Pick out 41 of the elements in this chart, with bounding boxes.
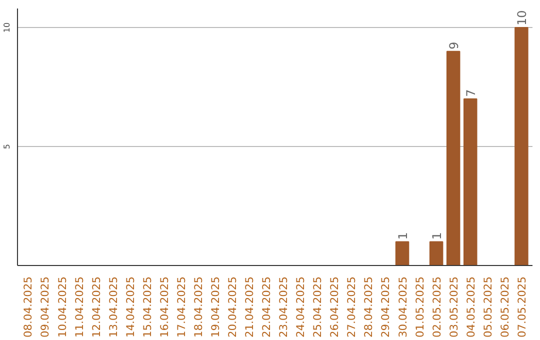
x-tick-label: 14.04.2025	[124, 276, 137, 338]
x-tick-label: 27.04.2025	[345, 276, 358, 338]
bar	[463, 98, 478, 266]
x-tick-label: 24.04.2025	[294, 276, 308, 338]
x-tick-label: 16.04.2025	[158, 276, 171, 338]
x-tick-label: 03.05.2025	[447, 276, 460, 338]
x-tick-label: 20.04.2025	[226, 276, 240, 338]
bar	[446, 50, 460, 266]
x-tick-label: 19.04.2025	[208, 276, 222, 338]
x-tick-label: 13.04.2025	[106, 276, 120, 338]
bar	[395, 241, 410, 266]
y-tick-label: 5	[2, 144, 12, 150]
data-label: 9	[446, 42, 461, 50]
x-tick-label: 22.04.2025	[260, 276, 274, 338]
x-tick-label: 01.05.2025	[413, 276, 426, 338]
x-tick-label: 05.05.2025	[481, 276, 494, 338]
x-tick-label: 10.04.2025	[56, 276, 69, 338]
x-tick-label: 04.05.2025	[464, 276, 478, 338]
x-tick-label: 18.04.2025	[192, 276, 205, 338]
x-tick-label: 29.04.2025	[379, 276, 392, 338]
x-tick-label: 06.05.2025	[498, 276, 512, 338]
bar	[429, 241, 444, 266]
x-tick-label: 23.04.2025	[277, 276, 290, 338]
x-tick-label: 25.04.2025	[311, 276, 324, 338]
x-tick-label: 28.04.2025	[362, 276, 376, 338]
data-label: 10	[514, 10, 529, 26]
x-tick-label: 08.04.2025	[22, 276, 35, 338]
x-tick-label: 17.04.2025	[174, 276, 188, 338]
x-tick-label: 09.04.2025	[38, 276, 52, 338]
x-tick-label: 12.04.2025	[90, 276, 103, 338]
bar	[514, 27, 528, 266]
x-tick-label: 07.05.2025	[515, 276, 528, 338]
data-label: 1	[396, 232, 410, 240]
data-label: 1	[430, 232, 444, 240]
x-tick-label: 02.05.2025	[430, 276, 444, 338]
x-tick-label: 11.04.2025	[72, 276, 86, 338]
data-label: 7	[464, 89, 478, 97]
x-tick-label: 15.04.2025	[140, 276, 154, 338]
x-tick-label: 26.04.2025	[328, 276, 342, 338]
x-tick-label: 21.04.2025	[243, 276, 256, 338]
x-tick-label: 30.04.2025	[396, 276, 410, 338]
